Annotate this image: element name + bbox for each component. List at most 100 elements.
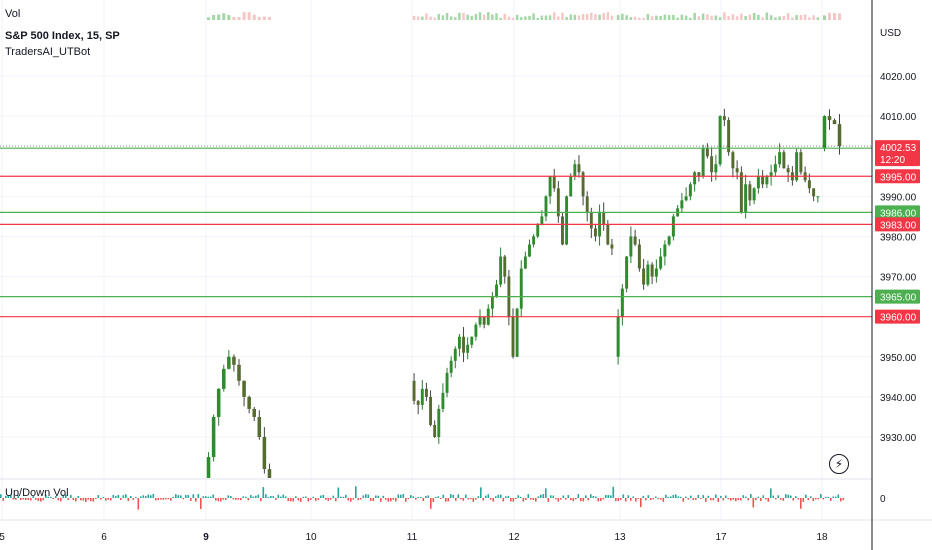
flash-button[interactable]: ⚡ bbox=[829, 454, 849, 474]
updown-bar bbox=[145, 496, 147, 498]
volume-bar bbox=[232, 17, 236, 20]
updown-bar bbox=[482, 498, 485, 501]
updown-bar bbox=[525, 498, 527, 501]
updown-bar bbox=[732, 498, 735, 500]
updown-bar bbox=[370, 498, 372, 501]
updown-bar bbox=[842, 498, 845, 501]
updown-bar bbox=[130, 495, 132, 498]
updown-bar bbox=[140, 496, 142, 498]
updown-bar bbox=[50, 496, 52, 498]
price-tick-label: 4010.00 bbox=[880, 112, 917, 123]
updown-bar bbox=[267, 496, 270, 498]
time-tick-label: 12 bbox=[508, 532, 520, 543]
volume-bar bbox=[441, 15, 445, 20]
volume-bar bbox=[540, 15, 544, 20]
volume-bar bbox=[828, 12, 831, 20]
time-tick-label: 9 bbox=[203, 532, 209, 543]
candle-body bbox=[756, 176, 760, 189]
updown-bar bbox=[230, 495, 232, 498]
updown-bar bbox=[132, 498, 135, 500]
updown-bar bbox=[240, 498, 242, 501]
updown-bar bbox=[185, 495, 187, 498]
updown-bar bbox=[272, 496, 275, 498]
volume-bar bbox=[462, 12, 465, 20]
updown-bar bbox=[292, 498, 295, 502]
candle-body bbox=[211, 416, 216, 458]
volume-bar bbox=[561, 12, 564, 20]
volume-bar bbox=[629, 17, 633, 20]
updown-bar bbox=[412, 496, 415, 498]
updown-bar bbox=[90, 498, 92, 502]
updown-bar bbox=[385, 498, 387, 500]
volume-bar bbox=[748, 14, 752, 20]
grid-lines bbox=[0, 0, 872, 520]
updown-bar bbox=[162, 498, 165, 500]
volume-bar bbox=[689, 17, 692, 20]
candle-body bbox=[478, 316, 482, 325]
updown-bar bbox=[455, 498, 457, 501]
updown-bar bbox=[142, 495, 145, 498]
volume-bar bbox=[816, 17, 820, 20]
updown-bar bbox=[377, 495, 380, 498]
updown-bar bbox=[392, 498, 395, 500]
updown-bar bbox=[395, 498, 397, 502]
updown-bar bbox=[15, 498, 17, 500]
candle-body bbox=[589, 212, 593, 229]
level-tag-bg bbox=[875, 205, 920, 220]
candle-body bbox=[822, 116, 827, 149]
volume-bar bbox=[590, 12, 593, 20]
updown-bar bbox=[207, 496, 210, 498]
volume-bar bbox=[222, 13, 226, 20]
updown-bar bbox=[290, 498, 292, 502]
candle-body bbox=[684, 196, 688, 201]
volume-bar bbox=[458, 12, 461, 20]
candle-body bbox=[688, 184, 692, 197]
updown-bar bbox=[560, 498, 562, 500]
updown-bar bbox=[542, 494, 545, 498]
chart-title[interactable]: S&P 500 Index, 15, SP bbox=[5, 30, 120, 42]
updown-bar bbox=[60, 498, 62, 502]
updown-bar bbox=[812, 498, 815, 501]
indicator-name[interactable]: TradersAI_UTBot bbox=[5, 46, 91, 58]
updown-bar bbox=[345, 494, 347, 498]
level-tag-label: 3983.00 bbox=[880, 220, 917, 231]
updown-bar bbox=[500, 494, 502, 498]
time-tick-label: 10 bbox=[305, 532, 317, 543]
volume-bar bbox=[412, 15, 416, 20]
volume-bar bbox=[237, 16, 241, 20]
updown-bar bbox=[622, 494, 625, 498]
candle-body bbox=[714, 164, 718, 173]
updown-bar bbox=[357, 498, 360, 501]
candle-body bbox=[807, 180, 811, 189]
updown-bar bbox=[532, 498, 535, 500]
updown-bar bbox=[810, 496, 812, 498]
candle-body bbox=[786, 168, 790, 173]
volume-bar bbox=[638, 17, 641, 20]
volume-bar bbox=[429, 16, 432, 20]
updown-bar bbox=[225, 498, 227, 500]
updown-bar bbox=[52, 498, 55, 500]
updown-bar bbox=[190, 498, 192, 501]
updown-bar bbox=[425, 495, 427, 498]
updown-bar bbox=[7, 495, 10, 498]
updown-bar bbox=[55, 496, 57, 498]
price-axis[interactable]: 4020.00 4010.00 3990.00 3980.00 3970.00 3950.… bbox=[880, 72, 917, 444]
volume-bar bbox=[594, 13, 597, 20]
updown-bar bbox=[647, 495, 650, 498]
updown-bar bbox=[107, 498, 110, 500]
updown-volume-label[interactable]: Up/Down Vol bbox=[5, 487, 69, 499]
volume-bar bbox=[714, 15, 718, 20]
updown-bar bbox=[417, 496, 420, 498]
updown-bar bbox=[830, 498, 832, 501]
candle-body bbox=[457, 336, 461, 349]
updown-bar bbox=[762, 495, 765, 498]
volume-bar bbox=[774, 17, 777, 20]
updown-bar bbox=[485, 495, 487, 498]
candle-body bbox=[722, 116, 726, 121]
updown-bar bbox=[497, 494, 500, 498]
updown-bar bbox=[752, 498, 755, 508]
updown-bar bbox=[387, 498, 390, 502]
candle-body bbox=[437, 408, 441, 437]
time-axis[interactable]: 5 6 9 10 11 12 13 17 18 bbox=[0, 532, 828, 543]
